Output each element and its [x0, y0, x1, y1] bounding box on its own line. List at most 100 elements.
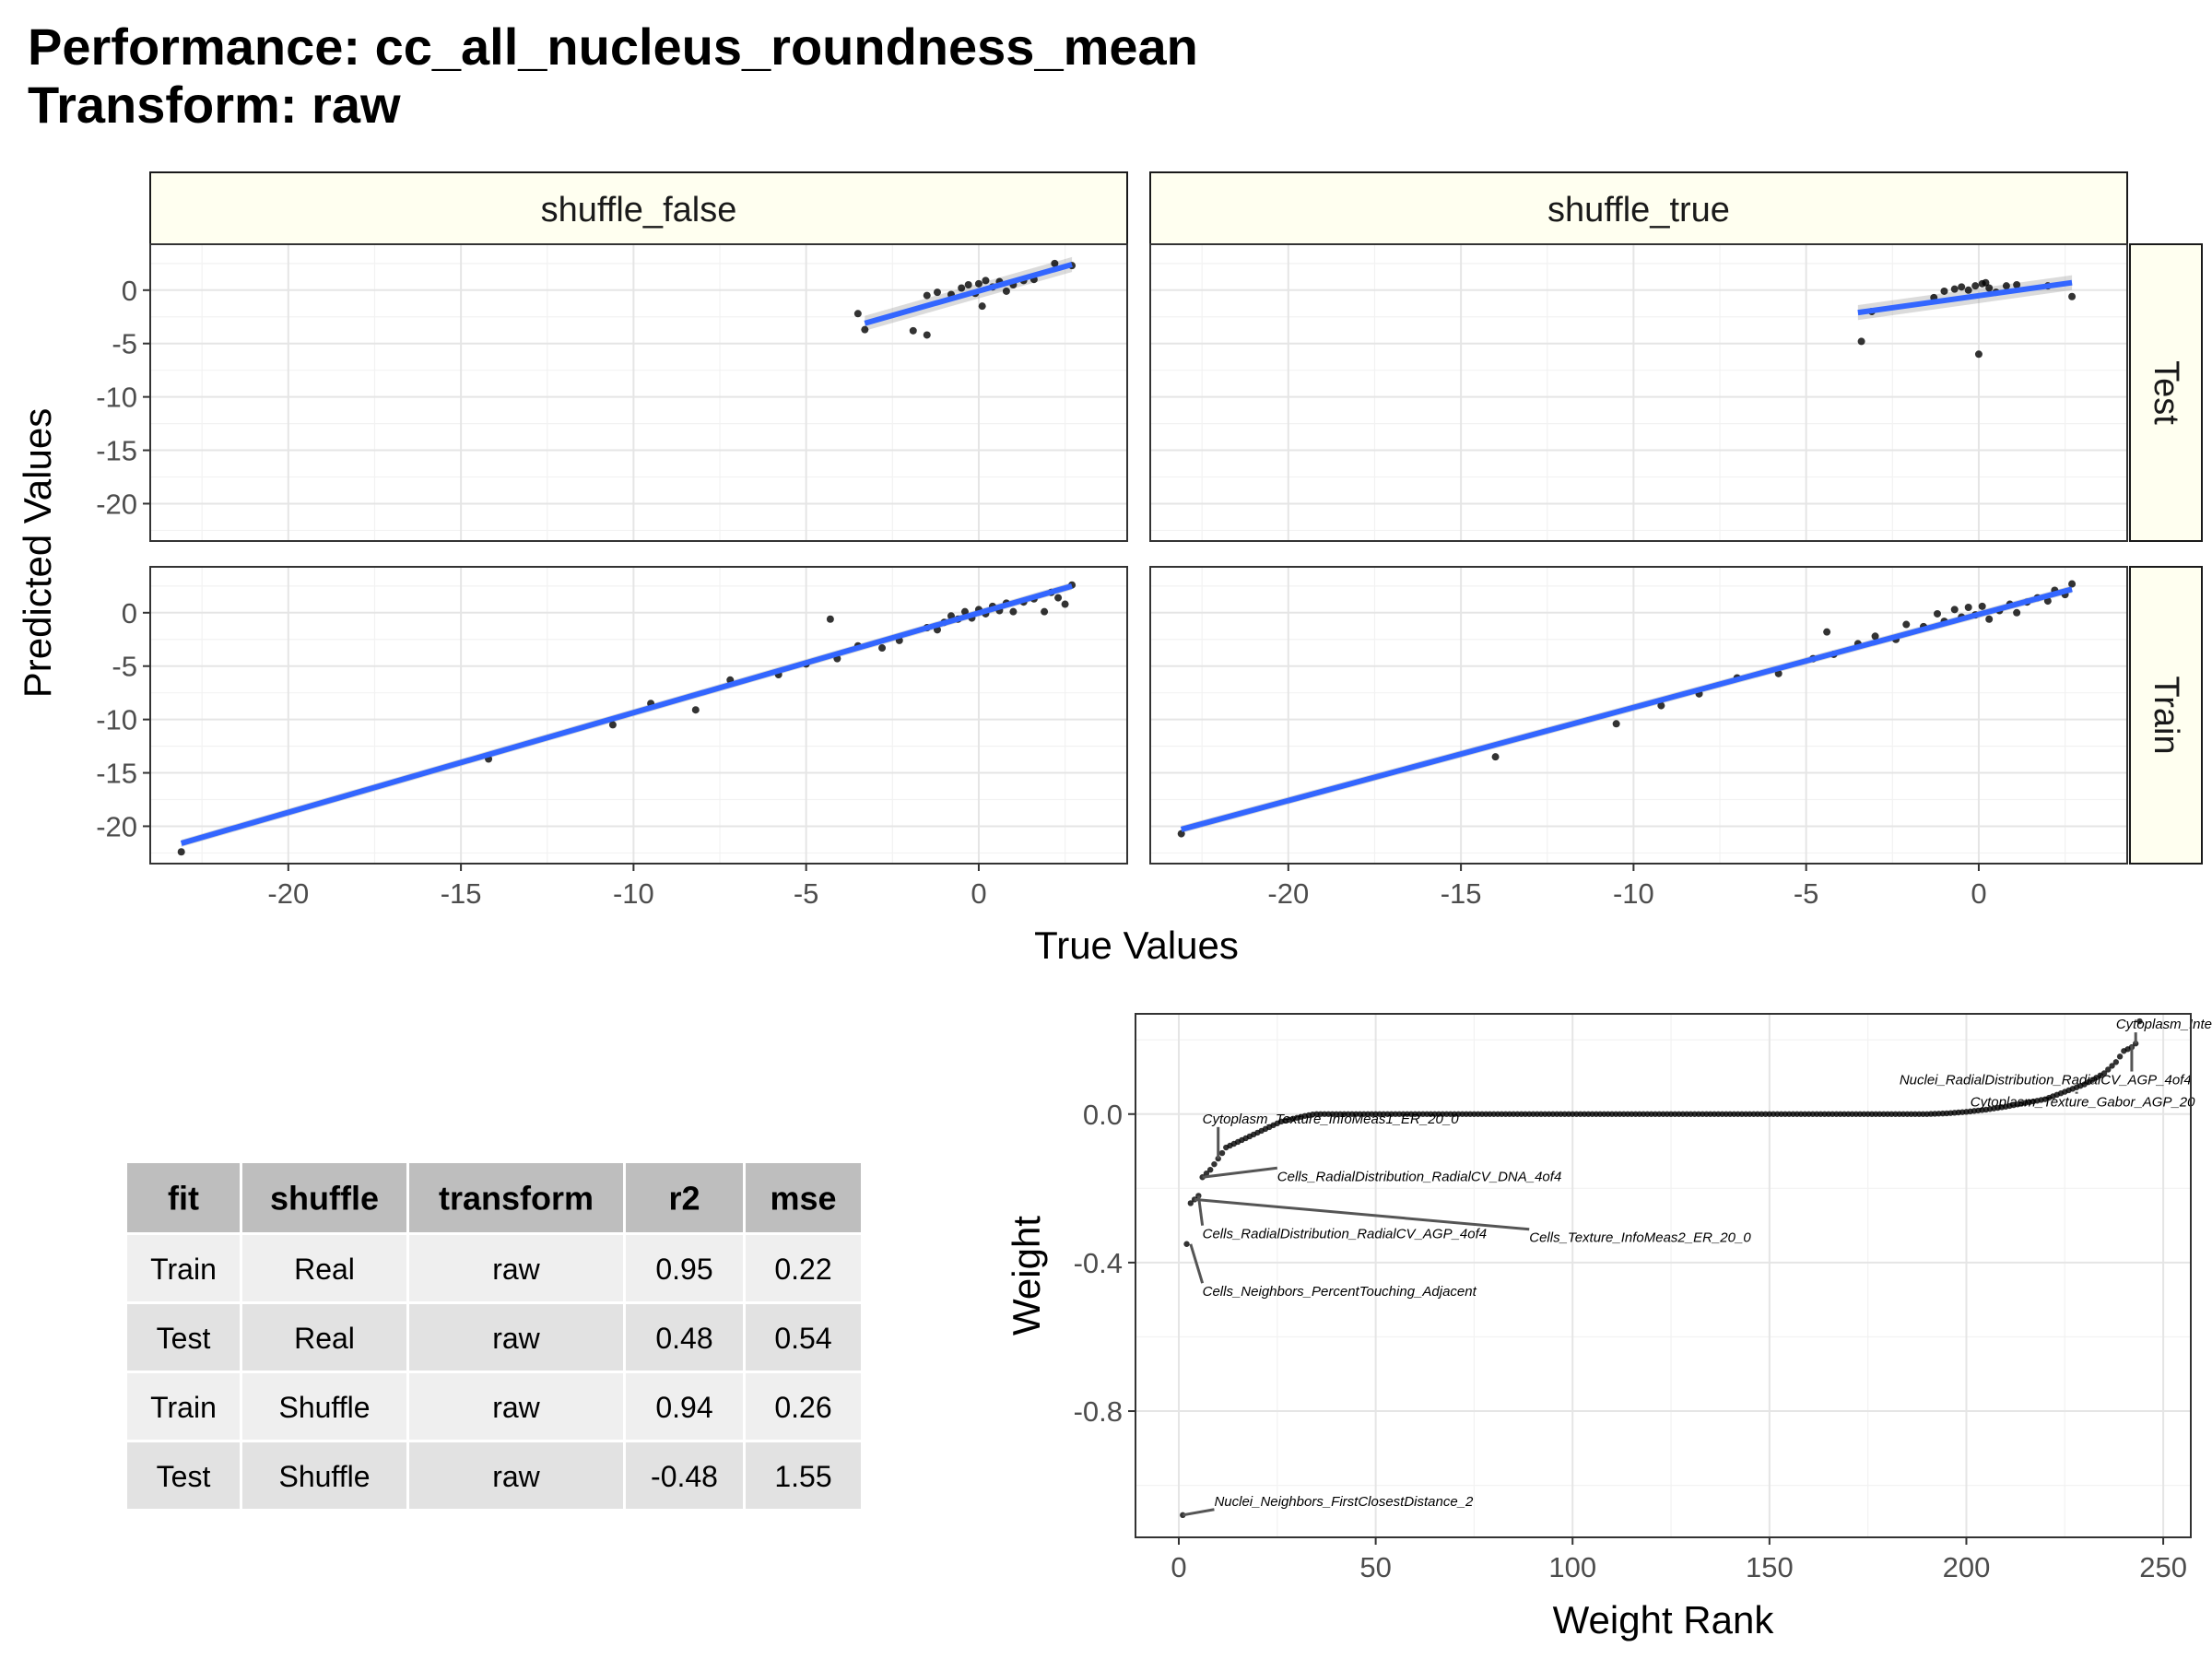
x-tick-label: 100 — [1548, 1551, 1596, 1583]
feature-label: Cells_RadialDistribution_RadialCV_DNA_4o… — [1277, 1169, 1562, 1184]
feature-label: Cytoplasm_Texture_Gabor_AGP_20 — [1971, 1095, 2195, 1111]
data-point — [1958, 283, 1966, 291]
data-point — [608, 721, 617, 729]
table-cell — [409, 1304, 623, 1371]
y-tick-label: -10 — [96, 382, 137, 414]
data-point — [1950, 285, 1959, 293]
feature-label: Cytoplasm_Intensity_IntegratedIntensity_… — [2116, 1017, 2212, 1032]
data-point — [1491, 753, 1500, 761]
data-point — [2013, 608, 2021, 617]
x-axis-title: Weight Rank — [1553, 1598, 1775, 1641]
data-point — [2068, 580, 2077, 588]
table-header-mse: mse — [770, 1180, 836, 1218]
data-point — [923, 331, 931, 339]
panel-shuffle_true-test — [1149, 243, 2128, 542]
data-point — [978, 302, 986, 311]
data-point — [853, 310, 862, 318]
strip-shuffle_true — [1149, 171, 2128, 245]
table-cell-fit: Train — [150, 1253, 217, 1286]
weight-point — [1218, 1149, 1226, 1157]
table-header-transform: transform — [439, 1180, 594, 1218]
weight-point — [2105, 1066, 2112, 1073]
data-point — [2013, 281, 2021, 289]
table-cell — [242, 1235, 406, 1301]
y-tick-label: -15 — [96, 435, 137, 467]
weight-point — [1183, 1241, 1190, 1247]
strip-label-train: Train — [2147, 676, 2185, 754]
table-cell-r2: 0.48 — [655, 1322, 712, 1355]
table-header-r2: r2 — [668, 1180, 700, 1218]
feature-label: Cells_Neighbors_PercentTouching_Adjacent — [1203, 1284, 1477, 1300]
table-cell — [746, 1373, 861, 1440]
table-cell-r2: -0.48 — [651, 1460, 718, 1493]
y-tick-label: 0 — [122, 597, 137, 629]
x-tick-label: -5 — [794, 877, 819, 910]
facet-scatter-chart: shuffle_false shuffle_true Test Train 0 -5 -10… — [16, 171, 2203, 967]
data-point — [826, 615, 834, 623]
data-point — [878, 644, 887, 653]
strip-label-shuffle_false: shuffle_false — [541, 191, 737, 229]
table-cell-r2: 0.95 — [655, 1253, 712, 1286]
weight-point — [2112, 1059, 2120, 1065]
panel-border — [1149, 566, 2128, 865]
weight-point — [2136, 1018, 2143, 1025]
table-cell — [746, 1442, 861, 1509]
y-axis-title: Weight — [1005, 1216, 1048, 1335]
y-tick-label: -15 — [96, 758, 137, 790]
x-tick-label: -15 — [441, 877, 482, 910]
table-cell — [409, 1442, 623, 1509]
table-cell-fit: Test — [157, 1460, 211, 1493]
weight-point — [2132, 1041, 2139, 1047]
table-cell — [626, 1373, 743, 1440]
table-cell — [626, 1442, 743, 1509]
panel-border — [149, 243, 1128, 542]
table-cell-transform: raw — [492, 1460, 540, 1493]
strip-test — [2129, 243, 2203, 542]
table-cell-shuffle: Shuffle — [278, 1391, 370, 1424]
feature-label: Cells_RadialDistribution_RadialCV_AGP_4o… — [1203, 1227, 1488, 1242]
x-tick-label: -10 — [613, 877, 654, 910]
table-cell-mse: 0.22 — [774, 1253, 831, 1286]
y-tick-label: 0.0 — [1083, 1099, 1123, 1131]
table-cell — [626, 1235, 743, 1301]
table-cell — [242, 1304, 406, 1371]
data-point — [1964, 604, 1972, 612]
x-tick-label: -5 — [1794, 877, 1819, 910]
x-tick-label: -20 — [1267, 877, 1309, 910]
feature-label: Nuclei_Neighbors_FirstClosestDistance_2 — [1214, 1494, 1474, 1510]
data-point — [1902, 620, 1911, 629]
data-point — [923, 291, 931, 300]
x-tick-label: 150 — [1746, 1551, 1794, 1583]
data-point — [2002, 282, 2010, 290]
panel-border — [1149, 243, 2128, 542]
data-point — [1971, 282, 1980, 290]
table-cell-mse: 1.55 — [774, 1460, 831, 1493]
data-point — [1940, 287, 1948, 295]
fit-line — [864, 262, 1073, 326]
table-cell — [127, 1442, 240, 1509]
figure-subtitle: Transform: raw — [28, 76, 401, 134]
y-tick-label: -5 — [112, 651, 137, 683]
panel-shuffle_false-test: 0 -5 -10 -15 -20 — [96, 243, 1128, 542]
strip-train — [2129, 566, 2203, 865]
x-axis-title: True Values — [1034, 924, 1239, 967]
table-cell-fit: Test — [157, 1322, 211, 1355]
weight-point — [1211, 1160, 1218, 1168]
data-point — [1933, 609, 1941, 618]
data-point — [1054, 594, 1063, 602]
data-point — [974, 279, 982, 288]
table-cell-shuffle: Real — [294, 1322, 355, 1355]
data-point — [1964, 286, 1972, 294]
weight-point — [1215, 1155, 1221, 1162]
weight-point — [2100, 1070, 2108, 1077]
table-cell — [746, 1304, 861, 1371]
x-tick-label: 0 — [1171, 1551, 1186, 1583]
data-point — [1002, 287, 1010, 295]
table-cell — [242, 1442, 406, 1509]
weight-point — [2109, 1063, 2115, 1069]
fit-line — [1180, 586, 2073, 832]
y-tick-label: -0.4 — [1074, 1247, 1123, 1279]
table-header-cell — [127, 1163, 240, 1232]
data-point — [1978, 602, 1986, 610]
